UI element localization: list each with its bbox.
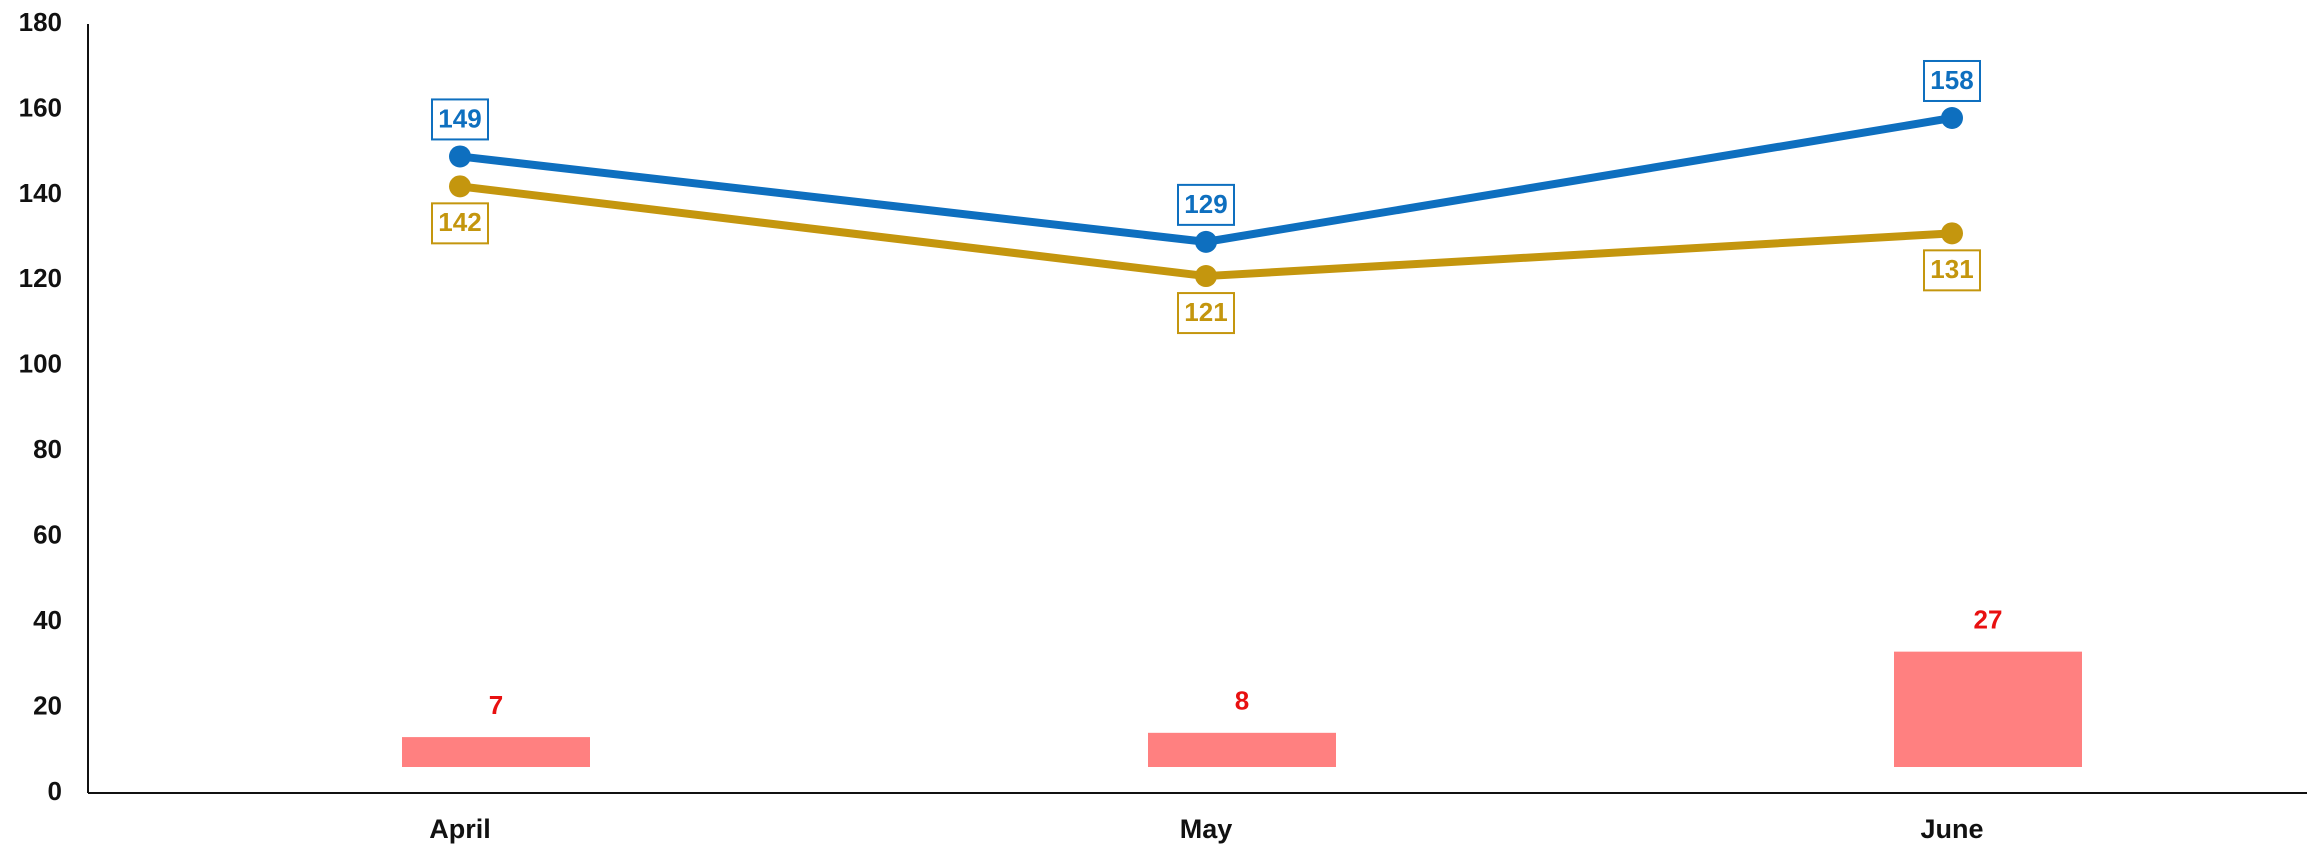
data-label-box — [1923, 59, 1981, 102]
bar-value-label: 8 — [1235, 686, 1249, 716]
labels: 7 8 27 149 129 158 142 121 131 — [431, 59, 2003, 720]
data-label-box — [431, 202, 489, 245]
data-label: 131 — [1930, 254, 1973, 284]
y-tick-label: 160 — [19, 92, 62, 122]
data-point — [1941, 222, 1963, 245]
data-point — [449, 175, 471, 198]
data-point — [1195, 265, 1217, 288]
bar — [1894, 651, 2082, 767]
data-label: 121 — [1184, 297, 1227, 327]
data-label: 149 — [438, 103, 481, 133]
bars — [402, 651, 2082, 767]
data-label: 129 — [1184, 189, 1227, 219]
x-tick-label: May — [1180, 814, 1233, 844]
x-tick-label: April — [429, 814, 491, 844]
y-tick-label: 80 — [33, 434, 62, 464]
data-label: 142 — [438, 207, 481, 237]
bar — [1148, 732, 1336, 767]
bar — [402, 737, 590, 767]
y-tick-label: 120 — [19, 263, 62, 293]
bar-value-label: 27 — [1974, 605, 2003, 635]
data-label-box — [1177, 292, 1235, 335]
y-tick-label: 140 — [19, 178, 62, 208]
bar-value-label: 7 — [489, 690, 503, 720]
data-point — [1195, 230, 1217, 253]
data-label-box — [1923, 249, 1981, 292]
data-point — [1941, 106, 1963, 129]
x-tick-label: June — [1920, 814, 1983, 844]
data-label: 158 — [1930, 65, 1973, 95]
axes: 0 20 40 60 80 100 120 140 160 180 April May June — [19, 7, 2307, 844]
y-tick-label: 180 — [19, 7, 62, 37]
y-tick-label: 20 — [33, 690, 62, 720]
y-tick-label: 100 — [19, 349, 62, 379]
data-point — [449, 145, 471, 168]
lines — [449, 106, 1963, 288]
data-label-box — [431, 98, 489, 141]
data-label-box — [1177, 183, 1235, 226]
y-tick-label: 40 — [33, 605, 62, 635]
y-tick-label: 0 — [48, 776, 62, 806]
y-tick-label: 60 — [33, 520, 62, 550]
